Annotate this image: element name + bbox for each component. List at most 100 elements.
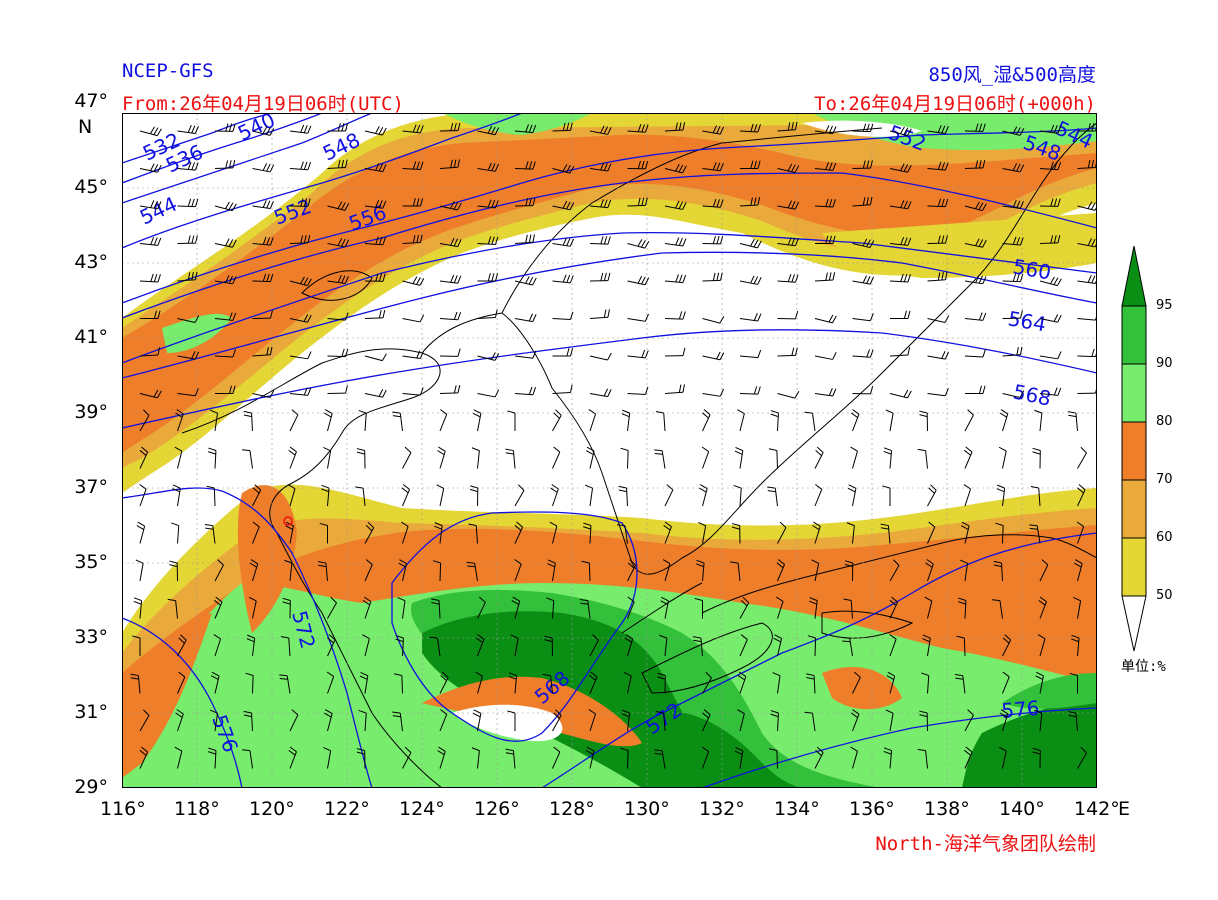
wind-barb <box>664 484 674 507</box>
wind-barb <box>702 315 725 324</box>
wind-barb <box>777 521 787 544</box>
wind-barb <box>663 521 672 544</box>
wind-barb <box>811 559 820 582</box>
wind-barb <box>889 347 911 357</box>
wind-barb <box>772 672 781 694</box>
wind-barb <box>963 484 972 507</box>
wind-barb <box>210 671 220 694</box>
wind-barb <box>664 122 686 132</box>
wind-barb <box>852 385 874 395</box>
wind-barb <box>139 200 162 210</box>
wind-barb <box>439 384 461 394</box>
wind-barb <box>889 634 897 657</box>
wind-barb <box>814 125 837 135</box>
lon-tick-134: 134° <box>774 798 820 820</box>
wind-barb <box>546 597 555 619</box>
colorbar-label-60: 60 <box>1156 530 1173 545</box>
wind-barb <box>889 559 900 582</box>
wind-barb <box>739 596 750 619</box>
wind-barb <box>327 348 349 358</box>
wind-barb <box>362 596 372 619</box>
wind-barb <box>777 310 799 320</box>
wind-barb <box>815 235 836 244</box>
wind-barb <box>317 561 328 582</box>
wind-barb <box>814 314 837 324</box>
wind-barb <box>327 634 336 657</box>
wind-barb <box>289 409 299 432</box>
lat-tick-39: 39° <box>74 401 108 423</box>
wind-barb <box>664 274 687 284</box>
wind-barb <box>889 200 912 210</box>
wind-barb <box>889 126 912 137</box>
wind-barb <box>814 198 836 208</box>
wind-barb <box>999 409 1009 432</box>
wind-barb <box>177 671 186 694</box>
wind-barb <box>326 671 335 694</box>
wind-barb <box>477 309 498 319</box>
wind-barb <box>964 275 987 285</box>
wind-barb <box>171 522 180 544</box>
wind-barb <box>998 746 1007 769</box>
wind-barb <box>664 237 687 247</box>
lat-tick-47: 47° <box>74 90 108 112</box>
wind-barb <box>252 199 274 210</box>
wind-barb <box>954 674 966 694</box>
wind-barb <box>287 484 296 507</box>
wind-barb <box>657 672 666 694</box>
wind-barb <box>439 709 448 732</box>
wind-barb <box>1039 234 1061 244</box>
wind-barb <box>664 200 687 210</box>
wind-barb <box>214 596 223 619</box>
wind-barb <box>206 485 216 507</box>
wind-barb <box>589 634 599 657</box>
wind-barb <box>402 314 425 323</box>
wind-barb <box>429 636 441 657</box>
wind-barb <box>654 449 666 469</box>
wind-barb <box>768 448 778 469</box>
wind-barb <box>249 559 259 582</box>
wind-barb <box>401 484 410 507</box>
wind-barb <box>466 561 478 582</box>
wind-barb <box>552 709 562 732</box>
lat-tick-45: 45° <box>74 176 108 198</box>
wind-barb <box>807 635 817 657</box>
wind-barb <box>356 448 366 469</box>
wind-barb <box>701 446 710 469</box>
wind-barb <box>880 523 891 544</box>
wind-barb <box>919 410 928 432</box>
wind-barb <box>327 238 350 248</box>
wind-barb <box>664 384 685 394</box>
wind-barb <box>139 484 147 507</box>
wind-barb <box>777 274 799 283</box>
wind-barb <box>279 674 291 694</box>
colorbar-label-95: 95 <box>1156 298 1173 313</box>
wind-barb <box>739 123 761 133</box>
wind-barb <box>514 276 537 286</box>
wind-barb <box>552 446 561 469</box>
wind-barb <box>696 559 705 582</box>
lon-tick-124: 124° <box>399 798 445 820</box>
wind-barb <box>437 746 446 769</box>
wind-barb <box>585 746 595 769</box>
wind-barb <box>246 634 256 657</box>
wind-barb <box>477 125 500 136</box>
wind-barb <box>1038 596 1047 619</box>
wind-barb <box>776 596 784 619</box>
wind-barb <box>552 348 574 357</box>
wind-barb <box>402 350 424 360</box>
wind-barb <box>737 671 747 694</box>
wind-barb <box>843 598 853 619</box>
wind-barb <box>327 123 349 132</box>
wind-barb <box>475 634 485 657</box>
wind-barb <box>252 346 273 357</box>
wind-barb <box>886 671 896 694</box>
wind-barb <box>627 197 648 207</box>
wind-barb <box>1039 351 1062 360</box>
station-marker <box>283 516 293 526</box>
wind-barb <box>852 349 874 358</box>
wind-barb <box>999 709 1009 732</box>
wind-barb <box>288 446 297 469</box>
wind-barb <box>214 238 237 248</box>
wind-barb <box>133 597 143 619</box>
wind-barb <box>514 521 524 544</box>
